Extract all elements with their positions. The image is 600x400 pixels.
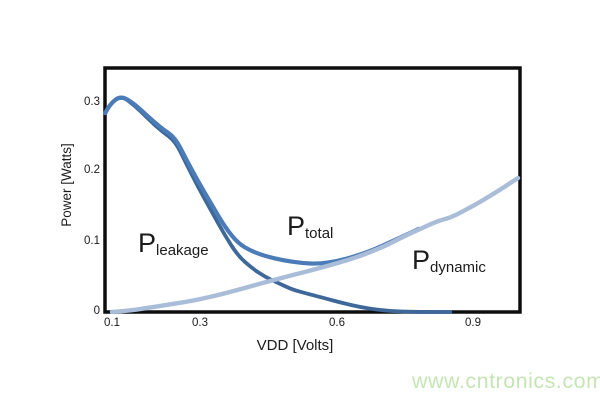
curve-p_dynamic: [109, 175, 521, 315]
y-axis-title: Power [Watts]: [59, 143, 74, 227]
annotation-p-dynamic: Pdynamic: [412, 245, 486, 276]
annotation-p-leakage-symbol: P: [138, 228, 157, 258]
annotation-p-leakage-subscript: leakage: [156, 242, 209, 259]
annotation-p-total-subscript: total: [305, 225, 334, 242]
y-tick-0.1: 0.1: [84, 235, 100, 247]
annotation-p-leakage: Pleakage: [138, 228, 209, 259]
watermark-cntronics: www.cntronics.com: [412, 369, 600, 393]
curves-group: [103, 95, 521, 315]
y-tick-0: 0: [93, 305, 100, 317]
x-tick-0.3: 0.3: [192, 317, 208, 329]
x-tick-0.1: 0.1: [104, 317, 120, 329]
annotation-p-dynamic-subscript: dynamic: [430, 259, 486, 276]
annotation-p-total: Ptotal: [287, 211, 334, 242]
annotation-p-total-symbol: P: [287, 211, 306, 241]
y-tick-0.2: 0.2: [84, 164, 100, 176]
plot-border: [103, 66, 522, 314]
x-tick-0.9: 0.9: [465, 317, 481, 329]
y-tick-0.3: 0.3: [84, 96, 100, 108]
annotation-p-dynamic-symbol: P: [412, 245, 431, 275]
x-tick-0.6: 0.6: [329, 317, 345, 329]
x-axis-title: VDD [Volts]: [256, 337, 334, 354]
